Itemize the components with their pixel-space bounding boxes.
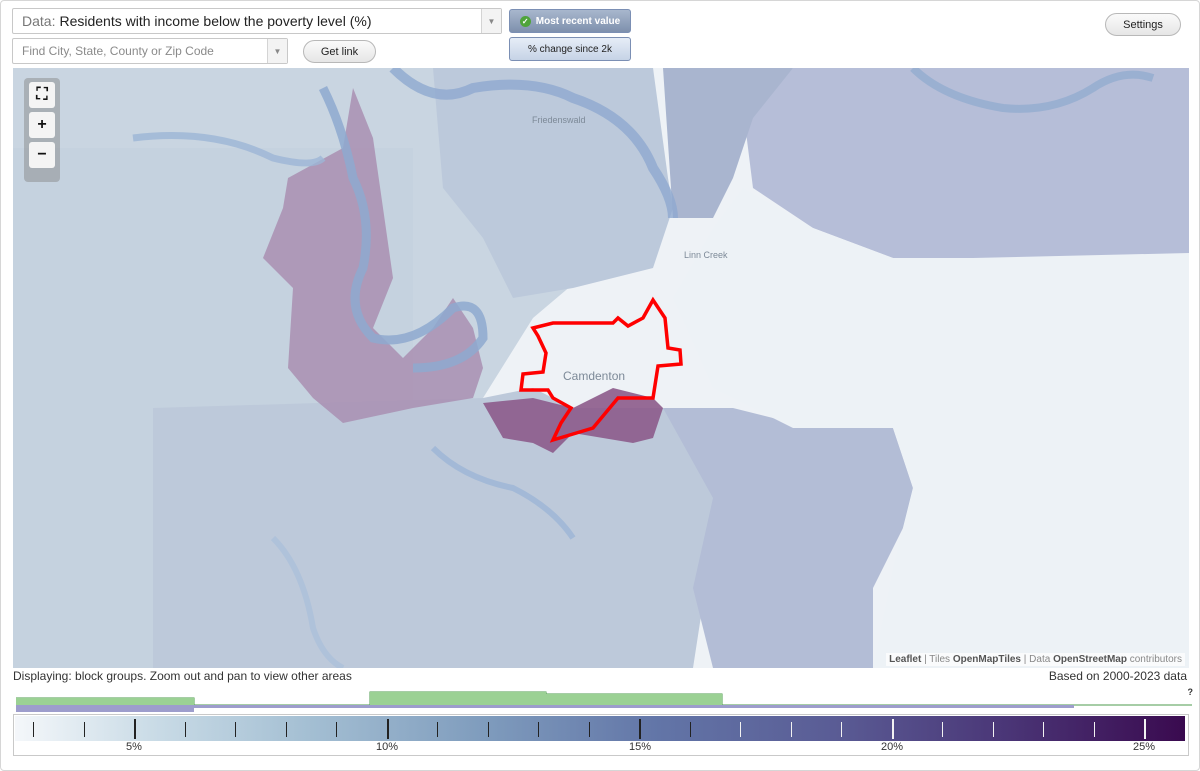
- zoom-in-button[interactable]: +: [29, 112, 55, 138]
- color-legend: 5% 10% 15% 20% 25%: [13, 714, 1189, 756]
- hist-bar-1: [16, 698, 194, 705]
- legend-tick: [1144, 719, 1146, 739]
- legend-tick: [790, 722, 792, 737]
- data-select[interactable]: Data: Residents with income below the po…: [12, 8, 502, 34]
- distribution-histogram: [16, 691, 1192, 712]
- place-label-camdenton: Camdenton: [563, 369, 626, 383]
- histogram-unknown-marker: ?: [1187, 687, 1194, 697]
- hist-bar-4: [546, 694, 722, 705]
- legend-gradient: [15, 716, 1185, 741]
- lake-arm-northwest: [132, 132, 326, 167]
- legend-tick: [487, 722, 489, 737]
- attribution-osm-link[interactable]: OpenStreetMap: [1053, 654, 1127, 665]
- most-recent-value-label: Most recent value: [535, 15, 621, 27]
- most-recent-value-toggle[interactable]: ✓ Most recent value: [509, 9, 631, 33]
- tract-north: [433, 68, 673, 298]
- legend-tick: [588, 722, 590, 737]
- map-canvas: [13, 68, 1189, 668]
- hist-bar-3: [370, 692, 546, 705]
- lake-arm-north: [389, 68, 678, 219]
- tract-east: [743, 68, 1189, 268]
- legend-tick: [992, 722, 994, 737]
- tract-northeast: [663, 68, 793, 218]
- checkmark-icon: ✓: [519, 15, 531, 27]
- legend-label-5: 5%: [126, 741, 142, 753]
- legend-tick: [942, 722, 943, 737]
- tract-south: [153, 388, 733, 668]
- camdenton-boundary: [519, 296, 683, 443]
- data-select-prefix: Data:: [22, 13, 56, 29]
- legend-tick: [285, 722, 287, 737]
- legend-tick: [386, 719, 389, 739]
- legend-tick: [1093, 722, 1095, 737]
- attribution-leaflet-link[interactable]: Leaflet: [889, 654, 922, 665]
- legend-label-15: 15%: [628, 741, 652, 753]
- lake-arm-south: [430, 445, 576, 540]
- map-attribution: Leaflet | Tiles OpenMapTiles | Data Open…: [886, 653, 1185, 666]
- legend-tick: [740, 722, 741, 737]
- tract-poverty-west: [263, 88, 483, 423]
- tract-southeast: [663, 408, 913, 668]
- attribution-tiles-link[interactable]: OpenMapTiles: [952, 654, 1021, 665]
- data-range-status: Based on 2000-2023 data: [1048, 669, 1187, 683]
- hist-sub-4: [546, 705, 722, 708]
- hist-sub-2: [194, 705, 370, 708]
- place-label-linn-creek: Linn Creek: [684, 250, 728, 260]
- percent-change-toggle[interactable]: % change since 2k: [509, 37, 631, 61]
- creek-southwest: [270, 535, 345, 668]
- legend-tick: [83, 722, 85, 737]
- legend-tick: [336, 722, 337, 737]
- place-label-friedenswald: Friedenswald: [532, 115, 586, 125]
- legend-tick: [33, 722, 34, 737]
- settings-button[interactable]: Settings: [1105, 13, 1181, 36]
- legend-tick: [134, 719, 136, 739]
- legend-bar: 5% 10% 15% 20% 25%: [15, 716, 1185, 754]
- lake-arm-west: [318, 85, 488, 373]
- legend-tick: [689, 722, 691, 737]
- hist-sub-1: [16, 705, 194, 712]
- legend-tick: [1043, 722, 1044, 737]
- legend-tick: [538, 722, 539, 737]
- hist-sub-3: [370, 705, 546, 708]
- legend-label-25: 25%: [1132, 741, 1156, 753]
- data-select-value: Residents with income below the poverty …: [59, 13, 372, 29]
- legend-tick: [841, 722, 842, 737]
- display-status: Displaying: block groups. Zoom out and p…: [13, 669, 352, 683]
- legend-label-20: 20%: [880, 741, 904, 753]
- dropdown-arrow-icon[interactable]: ▼: [481, 9, 501, 33]
- get-link-button[interactable]: Get link: [303, 40, 376, 63]
- location-search-input[interactable]: [22, 44, 262, 58]
- legend-tick: [891, 719, 894, 739]
- legend-tick: [639, 719, 641, 739]
- tract-east-light: [673, 188, 1189, 668]
- legend-tick: [184, 722, 186, 737]
- attribution-suffix: contributors: [1129, 654, 1182, 665]
- lake-arm-northeast: [910, 68, 1155, 113]
- zoom-control: ⛶ + −: [24, 78, 60, 182]
- zoom-out-button[interactable]: −: [29, 142, 55, 168]
- map-view[interactable]: Friedenswald Linn Creek Camdenton ⛶ + − …: [13, 68, 1189, 668]
- legend-tick: [235, 722, 236, 737]
- search-dropdown-arrow-icon[interactable]: ▼: [267, 39, 287, 63]
- legend-label-10: 10%: [375, 741, 399, 753]
- legend-tick: [437, 722, 438, 737]
- hist-sub-5: [722, 705, 1074, 708]
- fit-bounds-icon[interactable]: ⛶: [29, 82, 55, 108]
- location-search[interactable]: ▼: [12, 38, 288, 64]
- tract-poverty-camdenton: [483, 388, 663, 453]
- attribution-sep2: | Data: [1023, 654, 1051, 665]
- attribution-sep1: | Tiles: [924, 654, 951, 665]
